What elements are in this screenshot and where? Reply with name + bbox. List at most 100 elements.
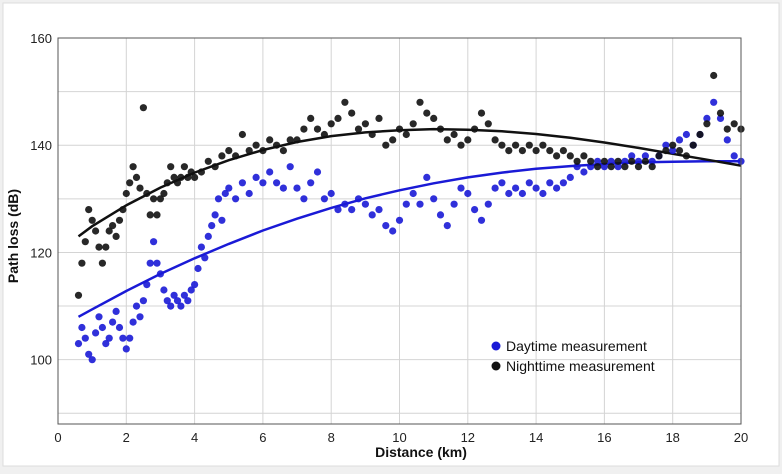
point-nighttime — [132, 173, 141, 181]
point-nighttime — [232, 152, 240, 160]
point-nighttime — [259, 147, 267, 155]
point-daytime — [368, 211, 376, 219]
point-nighttime — [273, 141, 281, 149]
point-daytime — [167, 302, 175, 310]
plot-border — [57, 37, 742, 425]
point-daytime — [225, 184, 233, 192]
point-nighttime — [105, 227, 113, 235]
point-nighttime — [464, 136, 472, 144]
point-nighttime — [191, 173, 199, 181]
point-nighttime — [300, 125, 308, 133]
series-nighttime — [74, 71, 745, 299]
point-nighttime — [498, 141, 506, 149]
y-tick-label: 120 — [30, 245, 52, 260]
point-daytime — [266, 168, 274, 176]
point-nighttime — [484, 120, 492, 128]
point-daytime — [614, 163, 622, 171]
point-daytime — [74, 340, 83, 348]
tick-labels: 0 2 4 6 8 10 12 14 16 18 20 100 120 140 160 — [30, 31, 748, 445]
point-daytime — [546, 179, 554, 187]
point-nighttime — [197, 168, 205, 176]
point-daytime — [119, 334, 127, 342]
point-daytime — [703, 114, 711, 122]
point-daytime — [92, 329, 100, 337]
point-daytime — [539, 189, 547, 198]
point-daytime — [327, 189, 335, 198]
point-nighttime — [641, 157, 650, 165]
point-daytime — [286, 163, 294, 171]
point-daytime — [208, 222, 216, 230]
point-nighttime — [88, 216, 96, 224]
point-nighttime — [313, 125, 322, 133]
point-nighttime — [354, 125, 363, 133]
point-daytime — [430, 195, 438, 203]
point-nighttime — [559, 147, 568, 155]
x-tick-label: 6 — [259, 430, 266, 445]
legend: Daytime measurement Nighttime measuremen… — [491, 338, 655, 374]
point-nighttime — [395, 125, 404, 133]
point-daytime — [245, 189, 253, 198]
point-daytime — [409, 189, 417, 198]
point-daytime — [300, 195, 308, 203]
point-daytime — [139, 297, 147, 305]
x-tick-label: 20 — [734, 430, 748, 445]
point-nighttime — [173, 179, 182, 187]
point-nighttime — [129, 163, 137, 171]
point-daytime — [354, 195, 363, 203]
point-daytime — [180, 291, 188, 299]
point-nighttime — [532, 147, 540, 155]
point-nighttime — [153, 211, 161, 219]
point-nighttime — [703, 120, 711, 128]
point-daytime — [194, 264, 202, 273]
point-nighttime — [594, 163, 602, 171]
point-daytime — [132, 302, 141, 310]
point-daytime — [197, 243, 205, 251]
point-daytime — [126, 334, 134, 342]
point-daytime — [587, 163, 595, 171]
point-daytime — [450, 200, 458, 208]
legend-label-daytime: Daytime measurement — [506, 338, 647, 354]
point-nighttime — [102, 243, 110, 251]
point-daytime — [573, 163, 581, 171]
point-daytime — [532, 184, 540, 192]
point-daytime — [156, 270, 164, 278]
point-nighttime — [621, 163, 629, 171]
point-nighttime — [170, 173, 178, 181]
point-daytime — [423, 173, 431, 181]
point-daytime — [129, 318, 137, 326]
point-daytime — [341, 200, 349, 208]
point-nighttime — [648, 163, 656, 171]
point-daytime — [187, 286, 195, 294]
x-tick-label: 2 — [123, 430, 130, 445]
point-daytime — [662, 141, 670, 149]
point-nighttime — [122, 189, 130, 198]
point-nighttime — [587, 157, 595, 165]
point-daytime — [675, 136, 684, 144]
point-nighttime — [279, 147, 287, 155]
point-nighttime — [423, 109, 431, 117]
point-daytime — [621, 157, 629, 165]
point-nighttime — [225, 147, 233, 155]
point-daytime — [723, 136, 731, 144]
point-daytime — [710, 98, 718, 106]
point-nighttime — [167, 163, 175, 171]
point-daytime — [98, 323, 106, 332]
point-nighttime — [600, 157, 609, 165]
point-nighttime — [112, 232, 120, 240]
point-daytime — [88, 356, 96, 364]
point-daytime — [109, 318, 117, 326]
point-daytime — [320, 195, 328, 203]
point-daytime — [334, 206, 342, 214]
point-daytime — [105, 334, 113, 342]
point-daytime — [115, 323, 124, 332]
point-nighttime — [662, 147, 670, 155]
point-daytime — [252, 173, 260, 181]
point-nighttime — [525, 141, 533, 149]
point-nighttime — [150, 195, 158, 203]
point-daytime — [416, 200, 424, 208]
point-daytime — [375, 206, 383, 214]
point-nighttime — [471, 125, 479, 133]
point-daytime — [204, 232, 212, 240]
point-daytime — [307, 179, 315, 187]
